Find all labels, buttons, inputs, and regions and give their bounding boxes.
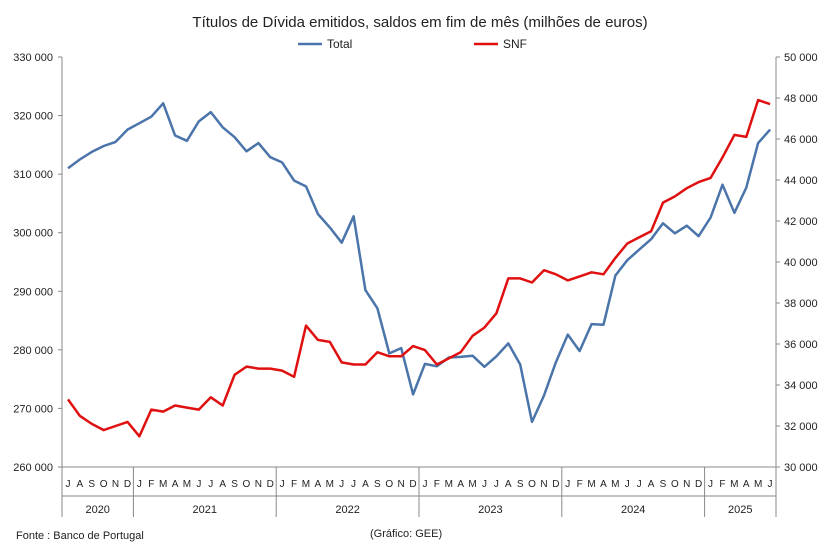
month-label: A	[648, 479, 655, 490]
month-label: O	[528, 479, 536, 490]
month-label: A	[457, 479, 464, 490]
month-label: J	[565, 479, 570, 490]
legend: Total SNF	[298, 37, 527, 51]
month-label: A	[219, 479, 226, 490]
month-label: N	[255, 479, 262, 490]
right-tick-label: 30 000	[784, 462, 818, 474]
month-label: A	[315, 479, 322, 490]
right-tick-label: 44 000	[784, 175, 818, 187]
month-label: J	[708, 479, 713, 490]
left-axis-ticks: 260 000 270 000 280 000 290 000 300 000 310 0…	[13, 52, 62, 474]
left-tick-label: 290 000	[13, 286, 53, 298]
month-label: J	[422, 479, 427, 490]
month-label: J	[494, 479, 499, 490]
month-label: M	[754, 479, 762, 490]
month-label: J	[351, 479, 356, 490]
month-label: S	[88, 479, 95, 490]
month-label: A	[172, 479, 179, 490]
year-label: 2020	[85, 504, 109, 516]
left-tick-label: 330 000	[13, 52, 53, 64]
month-label: J	[137, 479, 142, 490]
month-label: J	[768, 479, 773, 490]
month-label: J	[208, 479, 213, 490]
month-label: D	[695, 479, 702, 490]
left-tick-label: 280 000	[13, 345, 53, 357]
year-label: 2023	[478, 504, 502, 516]
month-label: F	[148, 479, 154, 490]
month-label: D	[124, 479, 131, 490]
source-note: Fonte : Banco de Portugal	[16, 530, 144, 542]
left-tick-label: 310 000	[13, 169, 53, 181]
month-label: M	[730, 479, 738, 490]
month-label: M	[611, 479, 619, 490]
month-label: D	[267, 479, 274, 490]
month-label: O	[671, 479, 679, 490]
month-label: S	[660, 479, 667, 490]
left-tick-label: 320 000	[13, 111, 53, 123]
month-label: F	[434, 479, 440, 490]
month-label: M	[326, 479, 334, 490]
right-tick-label: 46 000	[784, 134, 818, 146]
left-tick-label: 300 000	[13, 228, 53, 240]
credit-note: (Gráfico: GEE)	[370, 528, 442, 540]
year-label: 2024	[621, 504, 645, 516]
left-tick-label: 270 000	[13, 403, 53, 415]
month-label: M	[159, 479, 167, 490]
month-label: M	[302, 479, 310, 490]
month-label: J	[280, 479, 285, 490]
right-tick-label: 42 000	[784, 216, 818, 228]
month-label: F	[577, 479, 583, 490]
right-tick-label: 40 000	[784, 257, 818, 269]
month-label: N	[398, 479, 405, 490]
month-label: S	[374, 479, 381, 490]
right-tick-label: 32 000	[784, 421, 818, 433]
year-label: 2025	[728, 504, 752, 516]
chart-title: Títulos de Dívida emitidos, saldos em fi…	[192, 14, 647, 31]
month-label: N	[112, 479, 119, 490]
month-label: J	[482, 479, 487, 490]
month-label: J	[65, 479, 70, 490]
month-label: M	[468, 479, 476, 490]
month-label: F	[719, 479, 725, 490]
year-label: 2022	[335, 504, 359, 516]
right-axis-ticks: 30 000 32 000 34 000 36 000 38 000 40 000 42 0…	[776, 52, 818, 474]
legend-label-total: Total	[327, 37, 352, 51]
month-label: S	[231, 479, 238, 490]
right-tick-label: 38 000	[784, 298, 818, 310]
year-label: 2021	[193, 504, 217, 516]
month-label: M	[445, 479, 453, 490]
month-label: D	[552, 479, 559, 490]
month-label: O	[100, 479, 108, 490]
right-tick-label: 36 000	[784, 339, 818, 351]
month-label: A	[743, 479, 750, 490]
right-tick-label: 34 000	[784, 380, 818, 392]
month-label: J	[625, 479, 630, 490]
month-label: A	[505, 479, 512, 490]
series-lines	[66, 98, 772, 438]
month-label: A	[600, 479, 607, 490]
month-label: O	[385, 479, 393, 490]
right-tick-label: 50 000	[784, 52, 818, 64]
month-label: M	[587, 479, 595, 490]
series-line-total	[67, 102, 772, 424]
right-tick-label: 48 000	[784, 93, 818, 105]
month-label: A	[362, 479, 369, 490]
legend-label-snf: SNF	[503, 37, 527, 51]
month-label: N	[683, 479, 690, 490]
month-label: J	[339, 479, 344, 490]
month-label: J	[637, 479, 642, 490]
month-label: M	[183, 479, 191, 490]
month-label: O	[243, 479, 251, 490]
month-label: S	[517, 479, 524, 490]
month-label: D	[409, 479, 416, 490]
month-label: J	[196, 479, 201, 490]
month-label: F	[291, 479, 297, 490]
left-tick-label: 260 000	[13, 462, 53, 474]
series-line-snf	[66, 98, 771, 438]
month-label: N	[540, 479, 547, 490]
month-label: A	[77, 479, 84, 490]
